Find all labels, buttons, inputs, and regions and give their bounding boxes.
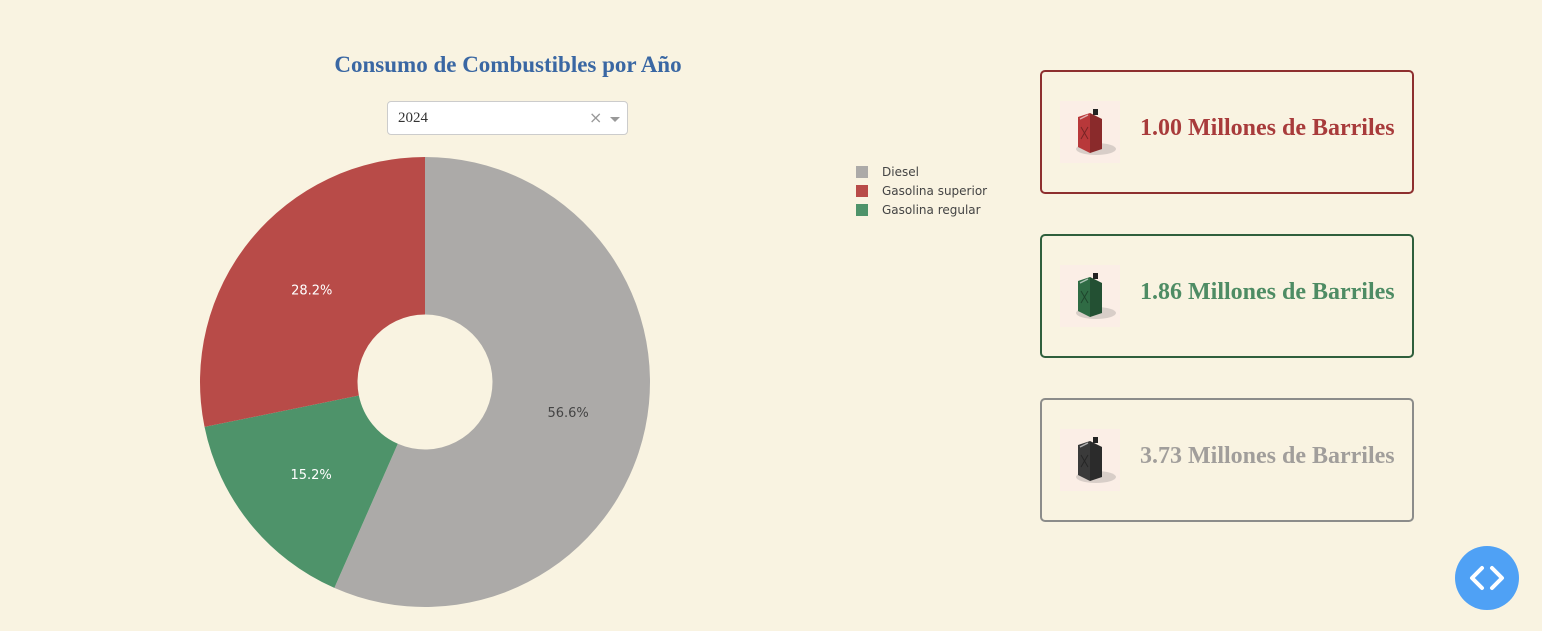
donut-chart: 56.6% 15.2% 28.2%: [0, 0, 900, 631]
legend-label: Diesel: [882, 165, 919, 179]
code-icon: [1455, 546, 1519, 610]
card-gasolina-superior: 1.00 Millones de Barriles: [1040, 70, 1414, 194]
red-jerrycan-icon: [1060, 101, 1120, 163]
chart-legend: Diesel Gasolina superior Gasolina regula…: [856, 162, 987, 219]
black-jerrycan-icon: [1060, 429, 1120, 491]
slice-label: 28.2%: [291, 283, 332, 298]
code-toggle-button[interactable]: [1455, 546, 1519, 610]
legend-label: Gasolina regular: [882, 203, 981, 217]
legend-swatch: [856, 185, 868, 197]
card-diesel: 3.73 Millones de Barriles: [1040, 398, 1414, 522]
legend-item-diesel[interactable]: Diesel: [856, 162, 987, 181]
legend-item-gasolina-regular[interactable]: Gasolina regular: [856, 200, 987, 219]
legend-item-gasolina-superior[interactable]: Gasolina superior: [856, 181, 987, 200]
card-value: 1.00 Millones de Barriles: [1140, 115, 1404, 142]
legend-label: Gasolina superior: [882, 184, 987, 198]
legend-swatch: [856, 166, 868, 178]
card-value: 1.86 Millones de Barriles: [1140, 279, 1404, 306]
slice-label: 15.2%: [290, 468, 331, 483]
card-value: 3.73 Millones de Barriles: [1140, 443, 1404, 470]
slice-label: 56.6%: [547, 406, 588, 421]
green-jerrycan-icon: [1060, 265, 1120, 327]
card-gasolina-regular: 1.86 Millones de Barriles: [1040, 234, 1414, 358]
legend-swatch: [856, 204, 868, 216]
